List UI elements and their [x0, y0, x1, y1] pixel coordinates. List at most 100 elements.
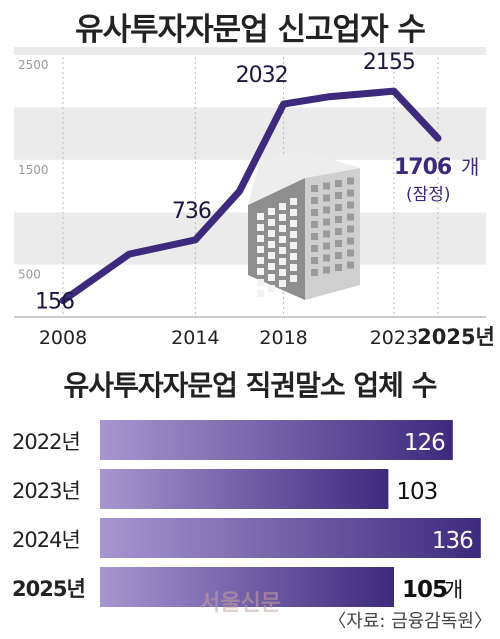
bar-value-label: 105 [402, 577, 447, 603]
building-window [347, 213, 354, 221]
y-tick-label: 500 [18, 268, 41, 282]
data-label: 2155 [363, 50, 415, 75]
bar-value-label: 136 [432, 528, 473, 554]
data-label: 2032 [236, 63, 288, 88]
building-window [268, 208, 275, 215]
data-label-unit: 개 [461, 155, 479, 179]
building-window [335, 264, 342, 271]
building-window [268, 263, 275, 270]
bar [100, 469, 389, 509]
data-label-note: (잠정) [406, 185, 451, 205]
building-window [323, 230, 330, 238]
bar-value-unit: 개 [444, 578, 463, 602]
x-tick-label: 2023 [370, 327, 418, 349]
building-window [279, 203, 286, 210]
y-tick-label: 1500 [18, 163, 49, 177]
building-window [311, 197, 318, 204]
building-window [257, 224, 264, 231]
building-window [279, 214, 286, 221]
watermark-logo: 서울신문 [200, 591, 281, 616]
building-window [290, 198, 297, 205]
data-label: 1706 [394, 155, 452, 180]
bar-category-label: 2022년 [12, 430, 80, 454]
building-window [335, 240, 342, 247]
building-window [311, 257, 318, 264]
bar-category-label: 2025년 [12, 577, 85, 601]
bar-chart-title: 유사투자자문업 직권말소 업체 수 [63, 369, 438, 402]
building-window [257, 290, 264, 297]
building-window [311, 245, 318, 252]
building-window [290, 264, 297, 271]
building-window [279, 225, 286, 232]
building-window [347, 261, 354, 269]
building-window [311, 221, 318, 228]
building-window [279, 258, 286, 265]
y-tick-label: 2500 [18, 58, 49, 72]
building-window [290, 253, 297, 260]
x-tick-label: 2008 [39, 327, 87, 349]
building-window [279, 280, 286, 287]
building-window [323, 266, 330, 274]
building-window [257, 257, 264, 264]
building-window [268, 241, 275, 248]
bar-category-label: 2023년 [12, 479, 80, 503]
x-tick-label: 2025년 [417, 325, 495, 349]
building-window [311, 233, 318, 240]
bar-value-label: 103 [396, 479, 437, 505]
building-window [311, 185, 318, 192]
building-window [347, 177, 354, 185]
bar-value-label: 126 [404, 430, 445, 456]
building-window [257, 213, 264, 220]
building-window [311, 209, 318, 216]
building-window [290, 275, 297, 282]
building-window [323, 182, 330, 190]
y-band [14, 55, 486, 108]
building-face [248, 150, 360, 205]
line-chart-title: 유사투자자문업 신고업자 수 [75, 12, 426, 48]
bar [100, 420, 453, 460]
building-window [347, 201, 354, 209]
building-window [268, 219, 275, 226]
building-window [279, 236, 286, 243]
y-band [14, 47, 486, 55]
building-window [335, 192, 342, 199]
building-window [323, 254, 330, 262]
bar [100, 567, 394, 607]
building-window [323, 206, 330, 214]
building-window [323, 218, 330, 226]
building-window [347, 189, 354, 197]
data-label: 156 [35, 290, 74, 315]
building-window [290, 242, 297, 249]
building-window [257, 268, 264, 275]
building-window [268, 230, 275, 237]
building-window [347, 237, 354, 245]
data-label: 736 [172, 199, 211, 224]
x-tick-label: 2014 [171, 327, 219, 349]
building-window [268, 274, 275, 281]
building-window [347, 249, 354, 257]
building-window [279, 247, 286, 254]
x-tick-label: 2018 [259, 327, 307, 349]
building-window [335, 180, 342, 187]
building-window [290, 220, 297, 227]
building-illustration [248, 150, 360, 300]
building-window [347, 225, 354, 233]
building-window [335, 228, 342, 235]
building-window [279, 269, 286, 276]
building-window [335, 216, 342, 223]
building-window [257, 279, 264, 286]
building-window [290, 209, 297, 216]
building-window [335, 204, 342, 211]
building-window [268, 252, 275, 259]
building-window [257, 235, 264, 242]
building-window [268, 285, 275, 292]
building-window [335, 252, 342, 259]
bar [100, 518, 481, 558]
building-window [311, 269, 318, 276]
building-window [290, 231, 297, 238]
building-face [305, 168, 360, 300]
bar-category-label: 2024년 [12, 528, 80, 552]
building-window [323, 242, 330, 250]
series-line [59, 87, 442, 305]
